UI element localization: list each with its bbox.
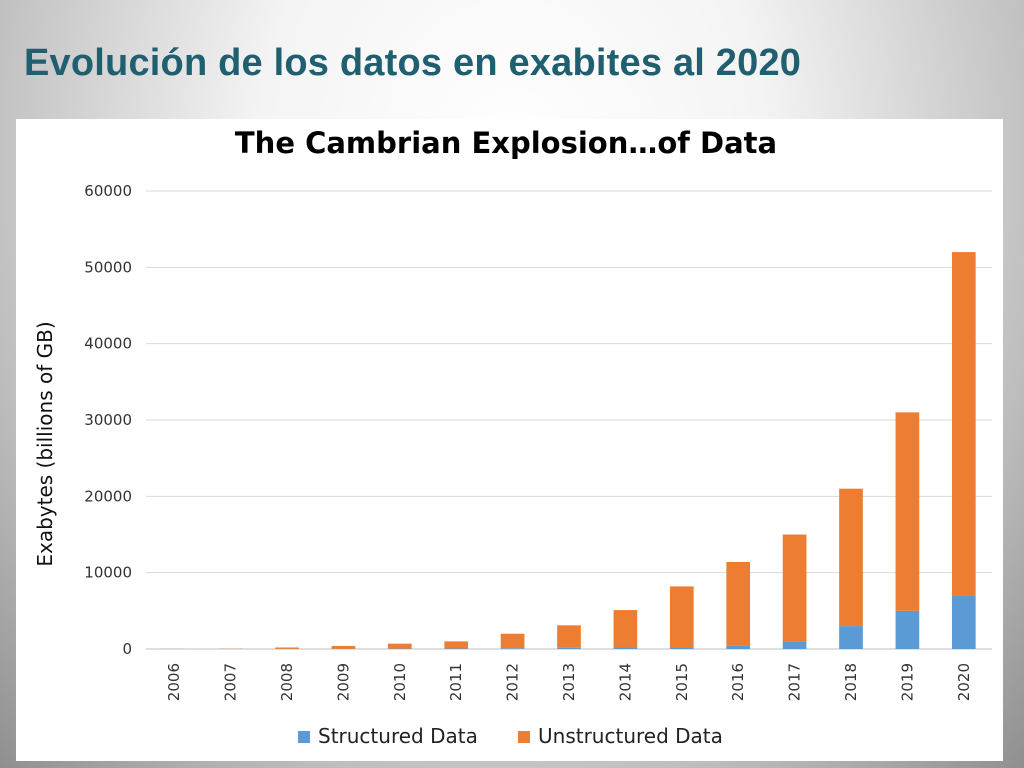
y-tick-label: 40000 bbox=[84, 335, 132, 353]
x-tick-label: 2016 bbox=[729, 663, 747, 701]
bar-unstructured-2015 bbox=[669, 586, 694, 648]
x-tick-label: 2020 bbox=[955, 663, 973, 701]
x-tick-label: 2012 bbox=[504, 663, 522, 701]
y-tick-label: 0 bbox=[122, 640, 132, 658]
x-tick-label: 2006 bbox=[165, 663, 183, 701]
bar-unstructured-2014 bbox=[613, 610, 638, 648]
bar-structured-2013 bbox=[557, 647, 581, 649]
x-tick-label: 2008 bbox=[278, 663, 296, 701]
x-tick-label: 2014 bbox=[616, 663, 634, 701]
x-tick-label: 2017 bbox=[786, 663, 804, 701]
x-tick-label: 2019 bbox=[898, 663, 916, 701]
bar-unstructured-2008 bbox=[275, 647, 299, 649]
bars bbox=[162, 252, 976, 649]
bar-structured-2015 bbox=[669, 647, 694, 649]
bar-unstructured-2016 bbox=[726, 561, 751, 646]
bar-structured-2016 bbox=[726, 645, 751, 649]
x-tick-label: 2015 bbox=[673, 663, 691, 701]
y-tick-label: 20000 bbox=[84, 487, 132, 505]
bar-unstructured-2013 bbox=[557, 625, 581, 648]
x-axis-ticks: 2006 2007 2008 2009 2010 2011 2012 2013 2014 2015… bbox=[165, 663, 973, 701]
y-axis-label: Exabytes (billions of GB) bbox=[33, 321, 57, 566]
bar-structured-2019 bbox=[895, 610, 920, 649]
y-tick-label: 60000 bbox=[84, 182, 132, 200]
stacked-bar-chart: The Cambrian Explosion…of Data 0 10000 200… bbox=[33, 126, 992, 748]
legend-swatch-structured bbox=[298, 731, 310, 743]
bar-unstructured-2010 bbox=[387, 643, 412, 649]
bar-unstructured-2020 bbox=[951, 252, 976, 596]
x-tick-label: 2013 bbox=[560, 663, 578, 701]
slide-title: Evolución de los datos en exabites al 20… bbox=[24, 42, 802, 84]
x-tick-label: 2011 bbox=[447, 663, 465, 701]
x-tick-label: 2018 bbox=[842, 663, 860, 701]
x-tick-label: 2009 bbox=[334, 663, 352, 701]
bar-unstructured-2012 bbox=[500, 633, 525, 649]
y-tick-label: 50000 bbox=[84, 258, 132, 276]
legend: Structured Data Unstructured Data bbox=[298, 724, 723, 748]
bar-structured-2014 bbox=[613, 647, 638, 649]
gridlines bbox=[146, 190, 992, 650]
bar-unstructured-2019 bbox=[895, 412, 920, 611]
legend-swatch-unstructured bbox=[518, 731, 530, 743]
bar-unstructured-2018 bbox=[839, 488, 863, 627]
x-tick-label: 2010 bbox=[391, 663, 409, 701]
bar-unstructured-2011 bbox=[444, 641, 469, 649]
chart-panel: The Cambrian Explosion…of Data 0 10000 200… bbox=[16, 119, 1003, 761]
x-tick-label: 2007 bbox=[222, 663, 240, 701]
bar-structured-2018 bbox=[839, 626, 863, 649]
bar-unstructured-2009 bbox=[331, 645, 356, 649]
legend-label-structured: Structured Data bbox=[318, 724, 478, 748]
bar-structured-2011 bbox=[444, 648, 469, 649]
bar-structured-2017 bbox=[782, 641, 807, 649]
y-tick-label: 30000 bbox=[84, 411, 132, 429]
bar-unstructured-2017 bbox=[782, 534, 807, 642]
bar-structured-2020 bbox=[951, 595, 976, 649]
chart-title: The Cambrian Explosion…of Data bbox=[235, 126, 777, 160]
legend-label-unstructured: Unstructured Data bbox=[538, 724, 723, 748]
y-tick-label: 10000 bbox=[84, 564, 132, 582]
bar-structured-2012 bbox=[500, 648, 525, 649]
y-axis-ticks: 0 10000 20000 30000 40000 50000 60000 bbox=[84, 182, 132, 658]
